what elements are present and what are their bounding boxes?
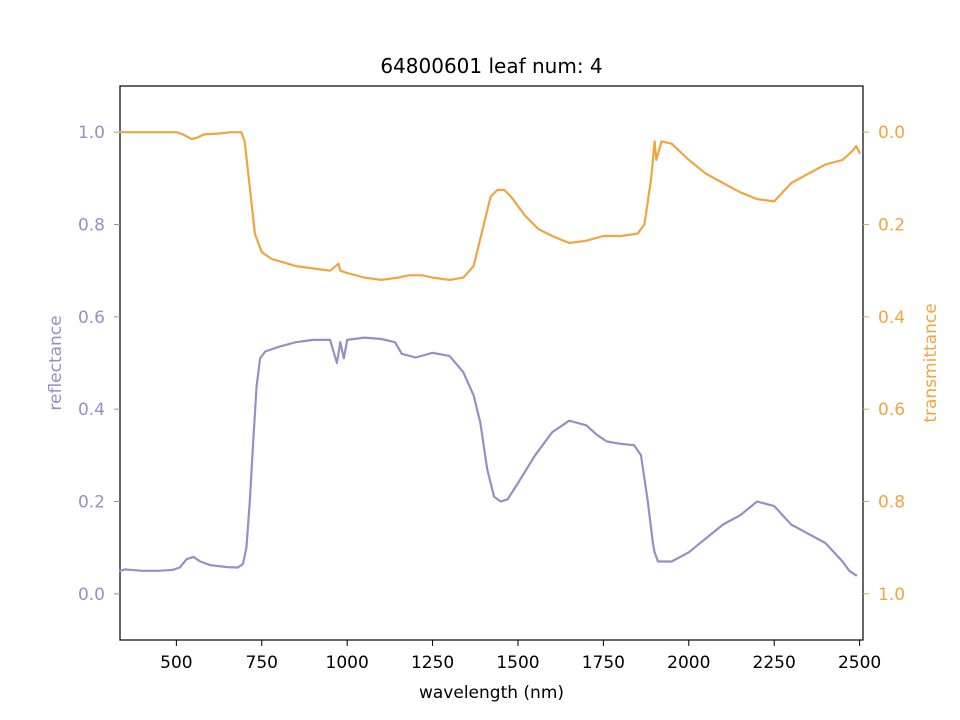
y-right-tick-label: 0.8 [878, 493, 905, 513]
chart-marks: 500 750 1000 1250 1500 1750 2000 2250 2500 0.0 0.2… [78, 123, 905, 673]
y-axis-right-label: transmittance [921, 303, 941, 422]
x-tick-label: 500 [160, 653, 192, 673]
y-left-tick-label: 1.0 [78, 123, 105, 143]
y-left-tick-label: 0.6 [78, 308, 105, 328]
y-right-tick-label: 0.2 [878, 216, 905, 236]
y-left-tick-label: 0.4 [78, 400, 105, 420]
y-right-tick-label: 0.4 [878, 308, 905, 328]
y-axis-left-label: reflectance [46, 315, 66, 410]
x-axis-label: wavelength (nm) [419, 683, 564, 703]
y-right-tick-label: 0.6 [878, 400, 905, 420]
x-tick-label: 2250 [753, 653, 796, 673]
reflectance-line [118, 336, 858, 577]
y-right-tick-label: 0.0 [878, 123, 905, 143]
transmittance-line [118, 131, 861, 281]
x-tick-label: 750 [246, 653, 278, 673]
chart-title: 64800601 leaf num: 4 [380, 54, 602, 78]
y-left-tick-label: 0.0 [78, 585, 105, 605]
x-tick-label: 1000 [326, 653, 369, 673]
x-tick-label: 1250 [411, 653, 454, 673]
plot-frame [119, 85, 864, 641]
x-tick-label: 1750 [582, 653, 625, 673]
y-left-tick-label: 0.8 [78, 216, 105, 236]
y-right-tick-label: 1.0 [878, 585, 905, 605]
x-tick-label: 2000 [667, 653, 710, 673]
y-left-tick-label: 0.2 [78, 493, 105, 513]
x-tick-label: 1500 [496, 653, 539, 673]
x-tick-label: 2500 [838, 653, 881, 673]
